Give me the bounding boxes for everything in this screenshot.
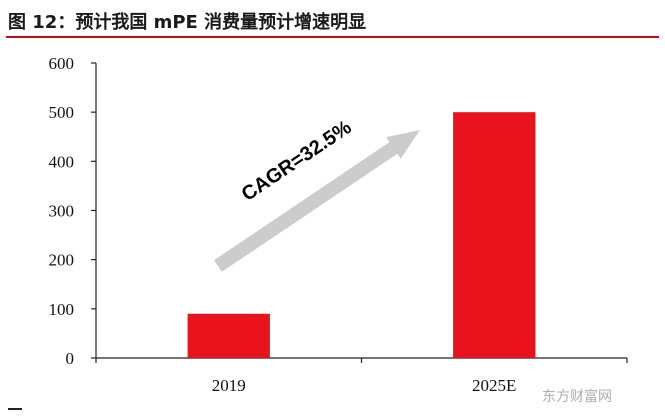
figure-header: 图 12：预计我国 mPE 消费量预计增速明显 — [6, 6, 659, 38]
title-divider — [6, 36, 659, 38]
y-tick-label: 0 — [66, 349, 75, 368]
y-tick-label: 500 — [49, 103, 75, 122]
bottom-rule — [8, 408, 22, 410]
y-axis: 0 100 200 300 400 500 600 — [49, 54, 97, 368]
watermark: 东方财富网 — [542, 389, 612, 405]
y-tick-label: 400 — [49, 152, 75, 171]
bar — [453, 112, 536, 359]
x-tick-label: 2019 — [212, 376, 246, 395]
x-axis: 2019 2025E — [95, 357, 628, 395]
bar — [187, 313, 270, 358]
bars-group — [187, 112, 536, 359]
cagr-arrow — [214, 130, 420, 272]
y-tick-label: 600 — [49, 54, 75, 73]
cagr-annotation: CAGR=32.5% — [214, 116, 420, 272]
figure-title: 图 12：预计我国 mPE 消费量预计增速明显 — [8, 12, 367, 33]
x-tick-label: 2025E — [472, 376, 516, 395]
y-tick-label: 100 — [49, 300, 75, 319]
y-tick-label: 300 — [49, 202, 75, 221]
y-tick-label: 200 — [49, 251, 75, 270]
